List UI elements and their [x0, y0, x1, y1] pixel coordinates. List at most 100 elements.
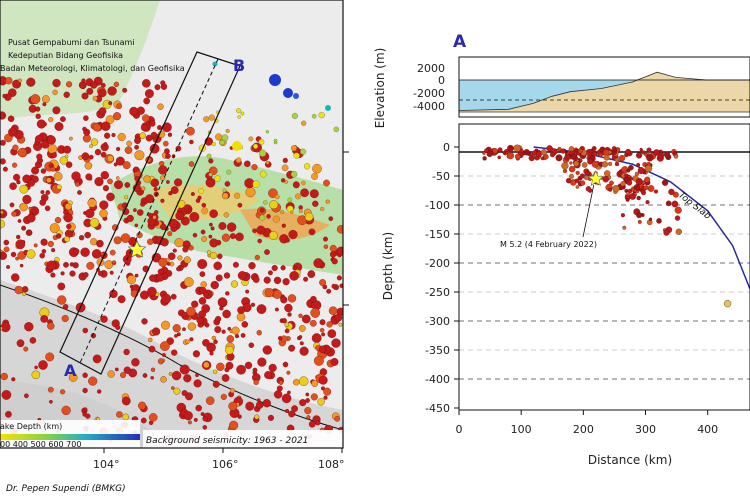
map-frame: [0, 0, 344, 449]
deep-event: [232, 141, 242, 151]
hypocenter: [644, 176, 651, 183]
epicenter: [57, 282, 66, 291]
epicenter: [136, 209, 144, 216]
hypocenter: [575, 185, 580, 189]
epicenter: [19, 263, 24, 268]
epicenter: [203, 116, 210, 123]
hypocenter: [592, 151, 598, 157]
epicenter: [145, 194, 155, 204]
epicenter: [60, 271, 65, 276]
epicenter: [245, 289, 250, 294]
epicenter: [66, 81, 73, 88]
hypocenter: [583, 175, 589, 181]
depth-tick-label: -50: [432, 170, 450, 183]
epicenter: [34, 135, 43, 143]
epicenter: [51, 152, 57, 159]
epicenter: [213, 261, 222, 271]
epicenter: [56, 233, 62, 239]
epicenter: [226, 222, 237, 232]
epicenter: [253, 379, 259, 386]
epicenter: [115, 325, 121, 330]
epicenter: [305, 398, 310, 403]
epicenter: [262, 399, 271, 408]
epicenter: [328, 216, 334, 222]
depth-tick-label: 0: [443, 141, 450, 154]
epicenter: [183, 374, 192, 383]
epicenter: [225, 128, 230, 134]
epicenter: [69, 270, 76, 277]
epicenter: [333, 126, 340, 133]
hypocenter: [565, 177, 572, 184]
distance-axis-label: Distance (km): [588, 453, 672, 467]
epicenter: [221, 329, 226, 334]
epicenter: [87, 198, 97, 208]
epicenter: [171, 349, 178, 356]
epicenter: [83, 272, 89, 278]
epicenter: [212, 369, 218, 374]
epicenter: [134, 223, 139, 228]
epicenter: [100, 121, 111, 131]
epicenter: [174, 238, 184, 248]
epicenter: [214, 175, 221, 182]
epicenter: [77, 190, 82, 195]
hypocenter: [608, 161, 613, 166]
hypocenter: [531, 150, 537, 156]
hypocenter: [575, 170, 580, 175]
epicenter: [115, 156, 125, 166]
epicenter: [33, 243, 38, 248]
hypocenter: [555, 154, 563, 162]
epicenter: [112, 260, 116, 265]
hypocenter: [674, 206, 682, 214]
epicenter: [35, 113, 41, 120]
epicenter: [171, 370, 182, 381]
epicenter: [157, 125, 162, 131]
hypocenter: [622, 225, 627, 230]
epicenter: [268, 363, 277, 372]
epicenter: [287, 197, 293, 203]
agency-line-3: Badan Meteorologi, Klimatologi, dan Geof…: [0, 64, 185, 73]
epicenter: [28, 206, 32, 211]
epicenter: [299, 341, 304, 346]
epicenter: [287, 390, 291, 395]
epicenter: [288, 410, 295, 418]
epicenter: [144, 89, 154, 99]
epicenter: [281, 318, 287, 324]
epicenter: [259, 149, 267, 157]
epicenter: [323, 179, 330, 187]
distance-axis-ticks: 0 100 200 300 400: [456, 410, 718, 436]
epicenter: [34, 365, 38, 370]
epicenter: [298, 335, 303, 339]
epicenter: [244, 361, 253, 370]
epicenter: [3, 246, 10, 253]
epicenter: [153, 210, 159, 215]
epicenter: [252, 180, 260, 188]
hypocenter: [482, 151, 486, 155]
hypocenter: [644, 152, 648, 157]
epicenter: [281, 223, 286, 228]
hypocenter: [602, 176, 609, 183]
hypocenter: [626, 168, 631, 173]
epicenter: [148, 345, 156, 353]
epicenter: [107, 178, 113, 185]
epicenter: [336, 275, 342, 281]
hypocenter: [675, 228, 682, 235]
epicenter: [64, 236, 70, 243]
depth-tick-label: -150: [425, 228, 450, 241]
hypocenter: [646, 147, 652, 153]
epicenter: [107, 86, 117, 96]
epicenter: [100, 252, 104, 256]
epicenter: [182, 327, 186, 332]
epicenter: [198, 188, 204, 194]
epicenter: [122, 413, 130, 421]
epicenter: [82, 327, 89, 334]
epicenter: [200, 281, 207, 288]
epicenter: [30, 94, 41, 105]
epicenter: [265, 160, 270, 165]
epicenter: [64, 154, 69, 159]
epicenter: [141, 186, 146, 191]
epicenter: [38, 360, 48, 370]
epicenter: [217, 297, 228, 307]
epicenter: [89, 217, 100, 228]
epicenter: [99, 200, 109, 210]
epicenter: [9, 202, 15, 208]
